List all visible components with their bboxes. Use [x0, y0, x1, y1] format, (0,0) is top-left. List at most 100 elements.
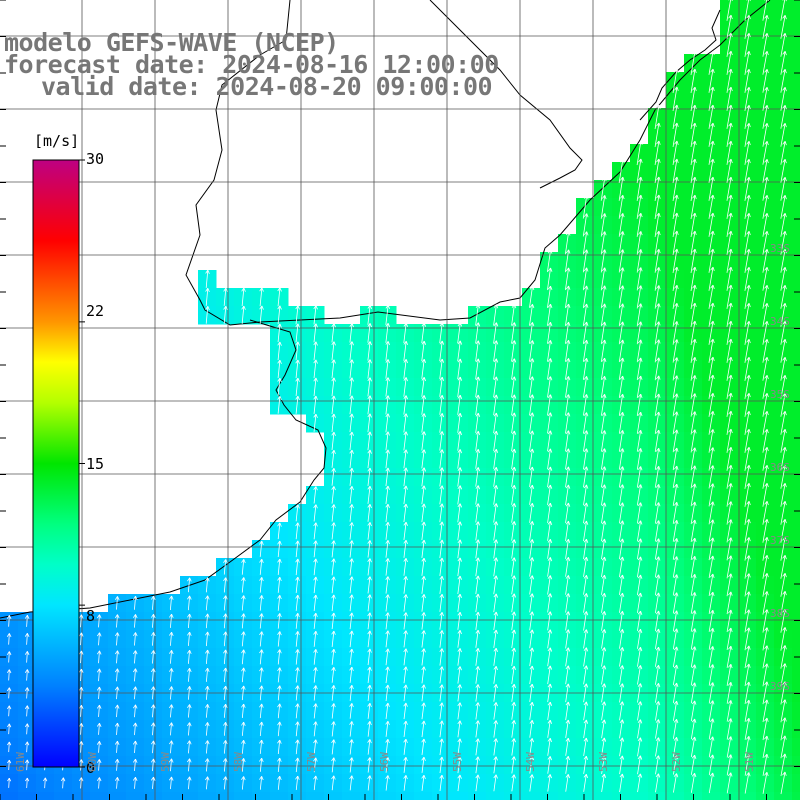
- wind-cell: [792, 126, 800, 145]
- argentina-coast: [0, 319, 327, 619]
- colorbar-gradient: [32, 159, 80, 768]
- wind-arrow: [744, 32, 751, 57]
- wind-cell: [792, 108, 800, 127]
- wind-arrow: [780, 51, 787, 75]
- wind-cell: [774, 792, 793, 800]
- wind-arrow: [780, 33, 787, 57]
- wind-cell: [792, 738, 800, 757]
- wind-arrow: [726, 32, 733, 57]
- lon-label: 59W: [159, 752, 172, 772]
- lon-label: 52W: [670, 752, 683, 772]
- wind-arrow: [762, 15, 769, 39]
- wind-cell: [666, 792, 685, 800]
- wind-cell: [378, 792, 397, 800]
- wind-cell: [558, 792, 577, 800]
- wind-cell: [792, 594, 800, 613]
- wind-cell: [792, 306, 800, 325]
- wind-cell: [324, 792, 343, 800]
- uruguay-coast: [185, 0, 771, 326]
- wind-cell: [792, 252, 800, 271]
- wind-cell: [630, 792, 649, 800]
- wind-cell: [522, 792, 541, 800]
- lon-label: 58W: [232, 752, 245, 772]
- wind-cell: [792, 558, 800, 577]
- wind-cell: [792, 486, 800, 505]
- wind-arrow: [780, 15, 787, 39]
- wind-cell: [792, 72, 800, 91]
- wind-cell: [504, 792, 523, 800]
- wind-arrow: [690, 50, 697, 75]
- wind-cell: [396, 792, 415, 800]
- wind-cell: [72, 792, 91, 800]
- wind-cell: [792, 450, 800, 469]
- wind-arrow: [744, 14, 751, 39]
- wind-cell: [792, 792, 800, 800]
- wind-arrow: [726, 14, 733, 39]
- wind-cell: [144, 792, 163, 800]
- colorbar-tick-15: 15: [86, 455, 105, 473]
- wind-cell: [18, 792, 37, 800]
- wind-cell: [792, 720, 800, 739]
- wind-cell: [594, 792, 613, 800]
- wind-cell: [36, 792, 55, 800]
- wind-arrow: [726, 50, 733, 75]
- wind-cell: [792, 522, 800, 541]
- wind-cell: [792, 396, 800, 415]
- wind-cell: [792, 18, 800, 37]
- wind-arrow: [690, 68, 697, 93]
- lat-label: 39S: [770, 680, 790, 693]
- lon-label: 61W: [14, 752, 27, 772]
- wind-cell: [216, 792, 235, 800]
- wind-cell: [180, 792, 199, 800]
- valid-date: valid date: 2024-08-20 09:00:00: [41, 72, 493, 101]
- wind-cell: [432, 792, 451, 800]
- wind-cell: [450, 792, 469, 800]
- wind-cell: [792, 54, 800, 73]
- lat-label: 37S: [770, 534, 790, 547]
- wind-arrow: [708, 68, 715, 93]
- wind-cell: [252, 792, 271, 800]
- wind-cell: [792, 360, 800, 379]
- colorbar-tick-30: 30: [86, 150, 105, 168]
- wind-cell: [306, 792, 325, 800]
- lat-label: 35S: [770, 388, 790, 401]
- wind-cell: [342, 792, 361, 800]
- wind-cell: [54, 792, 73, 800]
- wind-arrow: [762, 0, 769, 21]
- wind-cell: [792, 702, 800, 721]
- wind-cell: [162, 792, 181, 800]
- wind-cell: [756, 792, 775, 800]
- lon-label: 51W: [743, 752, 756, 772]
- uruguay-inland-border: [429, 0, 583, 189]
- wind-cell: [792, 612, 800, 631]
- wind-cell: [792, 666, 800, 685]
- wind-cell: [612, 792, 631, 800]
- wind-cell: [792, 36, 800, 55]
- lon-label: 54W: [524, 752, 537, 772]
- wind-arrow: [708, 50, 715, 75]
- lon-label: 55W: [451, 752, 464, 772]
- lagoon-coast: [639, 9, 721, 121]
- wind-cell: [792, 576, 800, 595]
- wind-arrow: [672, 68, 679, 94]
- wind-arrow: [762, 51, 769, 75]
- wind-cell: [738, 792, 757, 800]
- wind-cell: [792, 630, 800, 649]
- wind-cell: [792, 198, 800, 217]
- wind-cell: [792, 342, 800, 361]
- wind-cell: [576, 792, 595, 800]
- wind-cell: [792, 144, 800, 163]
- lon-label: 53W: [597, 752, 610, 772]
- wind-arrow: [726, 0, 733, 21]
- wind-cell: [540, 792, 559, 800]
- lat-label: 38S: [770, 607, 790, 620]
- wind-cell: [468, 792, 487, 800]
- wind-cell: [792, 468, 800, 487]
- wind-cell: [792, 414, 800, 433]
- colorbar-tick-8: 8: [86, 607, 96, 625]
- lon-label: 56W: [378, 752, 391, 772]
